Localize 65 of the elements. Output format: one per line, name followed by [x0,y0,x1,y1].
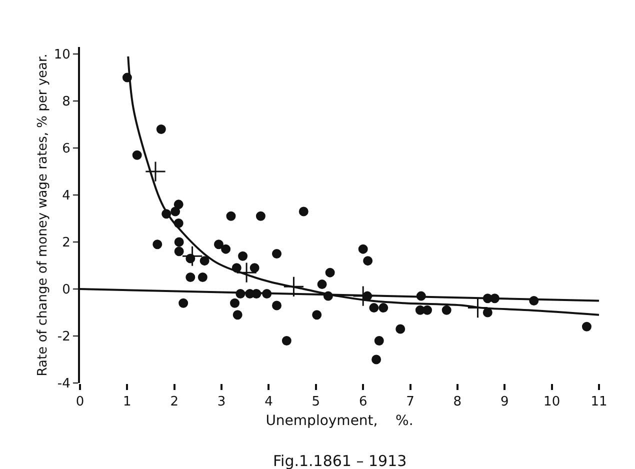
point [369,303,379,313]
point [282,336,292,346]
x-tick-label: 0 [76,394,84,410]
point [582,322,592,332]
y-tick-label: 2 [62,236,70,251]
point [230,298,240,308]
point [256,211,266,221]
point [170,206,180,216]
point [182,246,203,267]
x-tick-label: 4 [264,394,273,410]
point [272,249,282,259]
point [236,262,258,284]
point [250,263,260,273]
point [374,336,384,346]
point [352,286,374,307]
point [317,280,327,290]
y-tick-label: 10 [54,48,70,63]
point [482,308,492,318]
x-tick-label: 8 [453,394,462,410]
point [156,124,166,134]
y-tick-label: -4 [57,376,70,392]
y-tick-label: 0 [62,282,70,298]
x-tick-label: 10 [544,394,560,410]
point [283,276,304,298]
x-tick-label: 6 [358,394,368,410]
point [174,237,184,247]
x-tick-label: 9 [500,394,509,410]
point [144,160,166,182]
y-tick-label: -2 [57,330,70,345]
point [221,244,231,254]
point [396,324,406,334]
point [363,256,373,266]
y-tick-label: 8 [62,94,70,110]
point [152,240,162,250]
x-tick-label: 7 [406,394,414,410]
point [422,305,432,315]
point [174,200,184,210]
point [226,211,236,221]
point [186,272,196,282]
y-axis-title: Rate of change of money wage rates, % per year. [35,54,50,376]
x-tick-label: 2 [170,394,178,410]
point [312,310,322,320]
point [238,251,248,261]
point [232,310,242,320]
point [214,240,224,250]
point [174,246,184,256]
point [325,268,335,278]
point [178,298,188,308]
point [378,303,388,313]
x-tick-label: 1 [123,394,132,410]
point [298,206,308,216]
x-axis-title: Unemployment, %. [266,412,414,429]
point [442,305,452,315]
point [198,272,208,282]
point [358,244,368,254]
x-tick-label: 11 [590,394,608,410]
x-tick-label: 5 [312,394,320,410]
point [272,300,282,310]
point [132,150,142,160]
point [372,354,382,364]
y-tick-label: 4 [62,188,70,204]
x-tick-label: 3 [217,394,226,410]
caption: Fig.1.1861 – 1913 [273,452,407,469]
y-tick-label: 6 [62,142,70,157]
point [200,256,210,266]
